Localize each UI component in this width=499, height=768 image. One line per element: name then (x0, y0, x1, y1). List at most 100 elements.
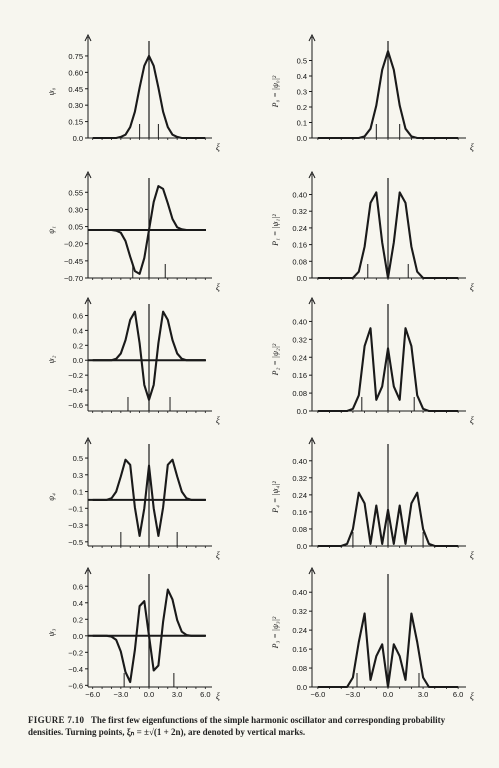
y-tick-label: 0.40 (292, 191, 307, 200)
y-tick-label: 0.3 (73, 471, 83, 480)
x-axis-label: ξ (470, 550, 474, 560)
chart-panel-1: 0.75 0.60 0.45 0.30 0.15 0.0 ψ₀ ξ (47, 33, 220, 152)
x-axis-label: ξ (216, 415, 220, 425)
x-tick-label: −3.0 (113, 690, 128, 699)
y-tick-label: 0.30 (68, 205, 83, 214)
y-tick-label: −0.3 (68, 521, 83, 530)
y-tick-label: −0.6 (68, 681, 83, 690)
y-tick-label: 0.32 (292, 474, 307, 483)
y-tick-label: 0.0 (297, 407, 307, 416)
y-tick-label: 0.2 (297, 103, 307, 112)
series-line (92, 185, 206, 275)
x-tick-label: −6.0 (85, 690, 100, 699)
x-axis-label: ξ (470, 415, 474, 425)
x-tick-label: 6.0 (200, 690, 210, 699)
y-tick-label: 0.16 (292, 241, 307, 250)
chart-panel-6: 0.40 0.32 0.24 0.16 0.08 0.0 P₂ = |ψ₂|² ξ (271, 296, 474, 425)
caption-text: The first few eigenfunctions of the simp… (28, 715, 446, 737)
y-axis-label: P₄ = |ψ₄|² (271, 481, 280, 514)
y-tick-label: −0.2 (68, 648, 83, 657)
y-tick-label: 0.2 (73, 341, 83, 350)
x-axis-label: ξ (216, 282, 220, 292)
y-tick-label: 0.1 (73, 488, 83, 497)
series-line (92, 54, 206, 140)
y-axis-arrow (308, 170, 316, 179)
y-tick-label: 0.3 (297, 88, 307, 97)
y-tick-label: −0.1 (68, 504, 83, 513)
series-line (317, 327, 459, 413)
y-tick-label: 0.40 (292, 317, 307, 326)
y-axis-arrow (84, 170, 92, 179)
x-axis-label: ξ (470, 142, 474, 152)
y-axis-label: ψ₂ (47, 355, 56, 363)
y-tick-label: −0.20 (64, 240, 83, 249)
x-tick-label: 0.0 (144, 690, 154, 699)
chart-panel-10: 0.400.320.240.160.080.0−6.0 −3.0 0.0 3.0 6.0… (271, 566, 474, 701)
chart-panel-7: 0.5 0.3 0.1 −0.1 −0.3 −0.5 ψ₄ ξ (47, 436, 220, 560)
x-tick-label: −3.0 (346, 690, 361, 699)
y-tick-label: 0.5 (297, 57, 307, 66)
y-tick-label: 0.08 (292, 389, 307, 398)
y-axis-label: P₂ = |ψ₂|² (271, 343, 280, 376)
y-tick-label: 0.05 (68, 223, 83, 232)
y-tick-label: 0.08 (292, 525, 307, 534)
y-tick-label: 0.6 (73, 582, 83, 591)
y-axis-arrow (308, 566, 316, 575)
y-tick-label: 0.24 (292, 491, 307, 500)
y-tick-label: 0.24 (292, 353, 307, 362)
y-tick-label: 0.40 (292, 588, 307, 597)
y-tick-label: 0.0 (297, 683, 307, 692)
y-tick-label: 0.4 (73, 326, 83, 335)
chart-panel-5: 0.6 0.4 0.2 0.0 −0.2 −0.4 −0.6 ψ₂ ξ (47, 296, 220, 425)
series-line (317, 191, 459, 280)
y-axis-arrow (84, 296, 92, 305)
y-tick-label: 0.40 (292, 457, 307, 466)
x-tick-label: 3.0 (172, 690, 182, 699)
y-tick-label: 0.32 (292, 207, 307, 216)
y-tick-label: −0.70 (64, 274, 83, 283)
y-tick-label: −0.6 (68, 401, 83, 410)
y-tick-label: 0.75 (68, 52, 83, 61)
y-tick-label: 0.08 (292, 664, 307, 673)
y-tick-label: 0.55 (68, 188, 83, 197)
y-tick-label: 0.08 (292, 257, 307, 266)
y-tick-label: 0.30 (68, 101, 83, 110)
y-tick-label: 0.60 (68, 68, 83, 77)
y-tick-label: 0.16 (292, 371, 307, 380)
y-tick-label: −0.5 (68, 538, 83, 547)
y-axis-label: P₁ = |ψ₁|² (271, 214, 280, 247)
x-axis-label: ξ (470, 691, 474, 701)
y-axis-label: ψ₁ (47, 226, 56, 234)
y-axis-label: ψ₃ (47, 628, 56, 636)
x-tick-label: 0.0 (383, 690, 393, 699)
y-axis-arrow (84, 33, 92, 42)
y-axis-arrow (308, 296, 316, 305)
chart-panel-2: 0.5 0.4 0.3 0.2 0.1 0.0 P₀ = |ψ₀|² ξ (271, 33, 474, 152)
x-tick-label: −6.0 (310, 690, 325, 699)
y-tick-label: −0.4 (68, 386, 83, 395)
x-axis-label: ξ (216, 691, 220, 701)
y-axis-label: P₀ = |ψ₀|² (271, 75, 280, 108)
y-tick-label: 0.16 (292, 508, 307, 517)
y-tick-label: 0.45 (68, 85, 83, 94)
y-tick-label: 0.32 (292, 607, 307, 616)
y-tick-label: 0.0 (73, 632, 83, 641)
x-axis-label: ξ (216, 550, 220, 560)
y-tick-label: −0.2 (68, 371, 83, 380)
series-line (92, 588, 206, 684)
chart-panel-8: 0.40 0.32 0.24 0.16 0.08 0.0 P₄ = |ψ₄|² ξ (271, 436, 474, 560)
y-tick-label: 0.0 (73, 134, 83, 143)
chart-panel-3: 0.55 0.30 0.05 −0.20 −0.45 −0.70 ψ₁ ξ (47, 170, 220, 292)
y-tick-label: 0.4 (73, 599, 83, 608)
y-axis-arrow (308, 33, 316, 42)
series-line (317, 491, 459, 548)
y-axis-arrow (84, 566, 92, 575)
chart-panel-9: 0.6 0.4 0.2 0.0 −0.2 −0.4 −0.6−6.0 −3.0 0.0 3.0 6.… (47, 566, 220, 701)
x-tick-label: 6.0 (453, 690, 463, 699)
y-tick-label: 0.0 (297, 134, 307, 143)
y-tick-label: 0.2 (73, 615, 83, 624)
y-axis-label: ψ₄ (47, 493, 56, 501)
series-line (317, 612, 459, 689)
y-tick-label: 0.4 (297, 72, 307, 81)
